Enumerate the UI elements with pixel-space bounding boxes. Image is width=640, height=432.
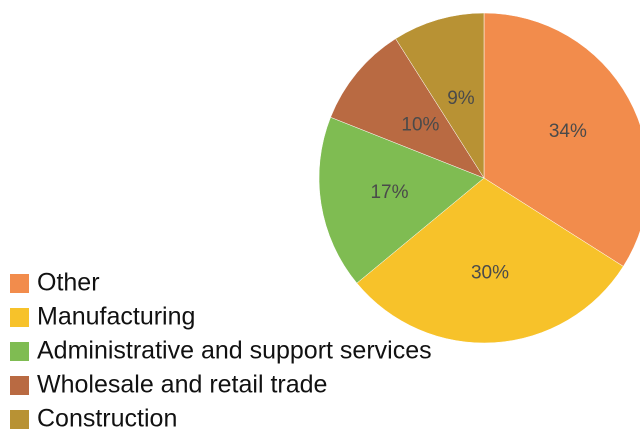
data-label: 10% [401,114,439,135]
pie-slice [318,116,485,284]
data-label: 17% [370,182,408,203]
legend-label: Administrative and support services [37,337,432,365]
pie-slice [395,12,485,179]
pie-slice [356,177,624,344]
legend-label: Construction [37,405,177,432]
legend-label: Manufacturing [37,303,195,331]
legend-swatch [10,308,29,327]
pie-slice [483,12,640,267]
legend-swatch [10,274,29,293]
legend-swatch [10,410,29,429]
data-label: 30% [471,263,509,284]
legend-label: Wholesale and retail trade [37,371,327,399]
legend-swatch [10,376,29,395]
legend-label: Other [37,269,100,297]
data-label: 34% [549,121,587,142]
pie-slice [330,38,485,179]
legend-swatch [10,342,29,361]
data-label: 9% [447,88,475,109]
